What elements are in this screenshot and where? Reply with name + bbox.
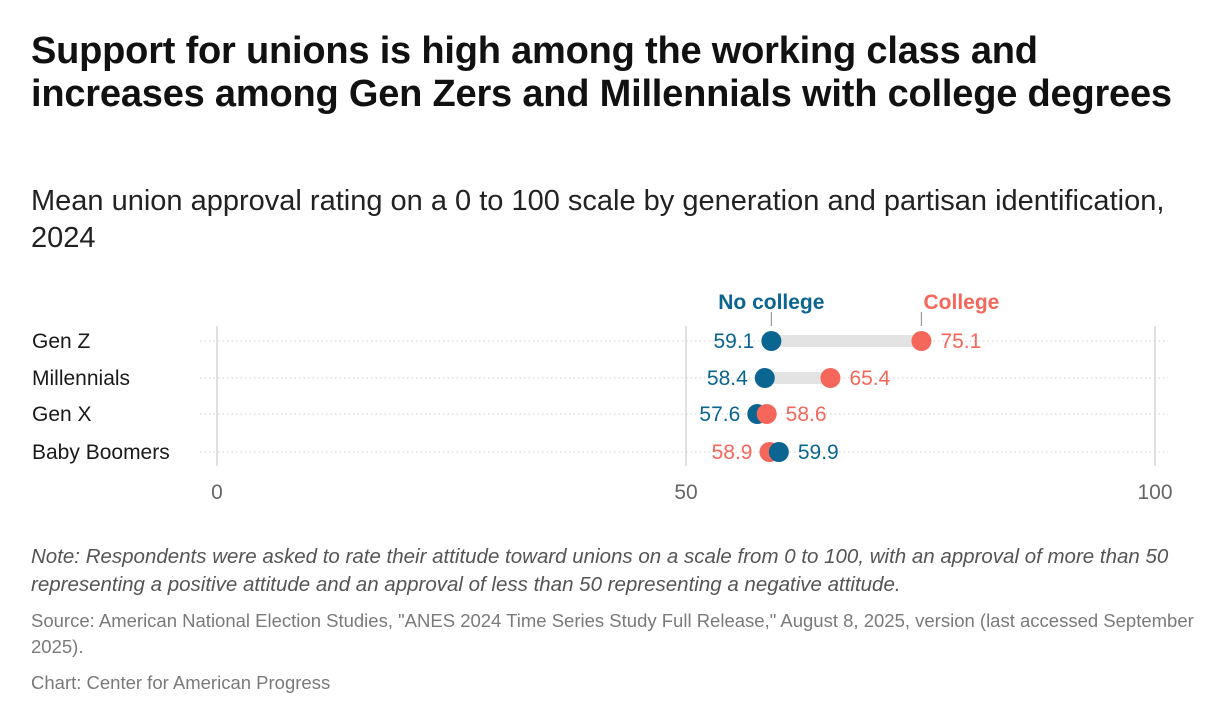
no-college-dot: [754, 368, 775, 388]
legend-no-college: No college: [718, 291, 824, 314]
category-label: Gen Z: [32, 330, 91, 353]
college-dot: [820, 368, 841, 388]
category-label: Baby Boomers: [32, 441, 170, 464]
label-layer: Gen Z 59.1 75.1 Millennials 58.4 65.4 Gen X 57.…: [32, 330, 981, 464]
grid-layer: 0 50 100: [211, 326, 1173, 504]
no-college-value-label: 58.4: [707, 367, 748, 390]
legend-layer: No college College: [718, 291, 999, 326]
college-value-label: 65.4: [849, 367, 890, 390]
legend-college: College: [924, 291, 1000, 314]
chart-title: Support for unions is high among the wor…: [31, 30, 1172, 115]
college-value-label: 75.1: [940, 330, 981, 353]
category-label: Millennials: [32, 367, 130, 390]
no-college-value-label: 59.1: [713, 330, 754, 353]
no-college-dot: [768, 442, 789, 462]
college-dot: [911, 331, 932, 351]
x-tick-label: 100: [1137, 481, 1172, 504]
category-label: Gen X: [32, 403, 92, 426]
row-layer: [200, 340, 1168, 453]
college-dot: [756, 404, 777, 424]
chart-subtitle: Mean union approval rating on a 0 to 100…: [31, 185, 1165, 254]
chart-source: Source: American National Election Studi…: [31, 610, 1194, 657]
connector-layer: [757, 335, 922, 458]
college-value-label: 58.9: [712, 441, 753, 464]
dot-layer: [747, 331, 932, 462]
chart-credit: Chart: Center for American Progress: [31, 672, 331, 693]
no-college-value-label: 59.9: [798, 441, 839, 464]
no-college-dot: [761, 331, 782, 351]
college-value-label: 58.6: [786, 403, 827, 426]
x-tick-label: 50: [674, 481, 697, 504]
chart-note: Note: Respondents were asked to rate the…: [31, 545, 1169, 596]
no-college-value-label: 57.6: [699, 403, 740, 426]
x-tick-label: 0: [211, 481, 223, 504]
